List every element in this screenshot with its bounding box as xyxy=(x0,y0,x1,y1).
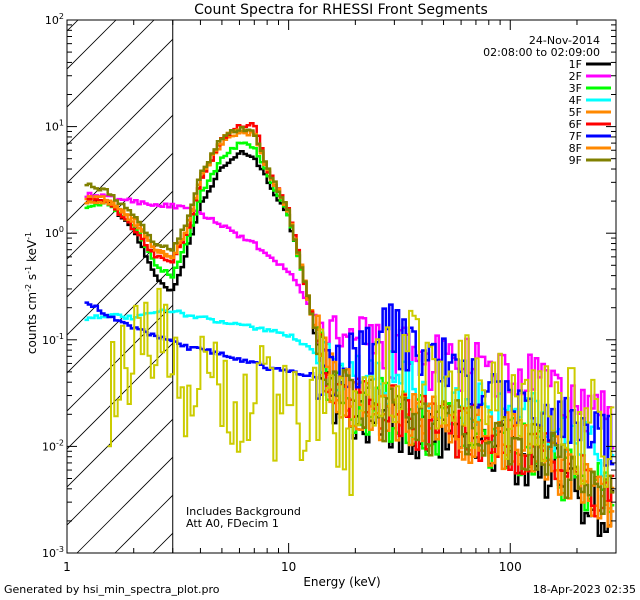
y-tick-label-base: 10 xyxy=(45,227,59,240)
y-tick-label-base: 10 xyxy=(42,547,56,560)
y-tick-label-exp: -3 xyxy=(56,545,64,554)
legend-label-9f: 9F xyxy=(569,154,582,167)
chart-title: Count Spectra for RHESSI Front Segments xyxy=(194,2,488,18)
y-axis-label-exp3: -1 xyxy=(24,232,33,240)
y-tick-label-exp: 2 xyxy=(59,12,64,21)
y-tick-label: 10-3 xyxy=(42,545,64,560)
y-tick-label-exp: 0 xyxy=(59,225,64,234)
hatch-line xyxy=(67,20,155,108)
series-lines xyxy=(84,122,615,537)
y-tick-label: 102 xyxy=(45,12,64,27)
y-axis-label-exp2: -1 xyxy=(24,266,33,274)
y-axis-label: counts cm-2 s-1 keV-1 xyxy=(24,232,39,354)
date-label: 24-Nov-2014 xyxy=(529,34,600,47)
y-tick-label-base: 10 xyxy=(42,334,56,347)
legend-label-2f: 2F xyxy=(569,70,582,83)
x-tick-label-1: 1 xyxy=(63,560,71,574)
x-axis-label: Energy (keV) xyxy=(303,575,380,589)
generated-by-label: Generated by hsi_min_spectra_plot.pro xyxy=(4,583,220,596)
y-tick-label-base: 10 xyxy=(45,121,59,134)
timestamp-label: 18-Apr-2023 02:35 xyxy=(532,583,636,596)
legend-label-1f: 1F xyxy=(569,58,582,71)
hatch-line xyxy=(67,380,173,488)
y-tick-label-exp: 1 xyxy=(59,119,64,128)
annotation-background: Includes Background xyxy=(186,505,301,518)
y-axis-label-end: keV xyxy=(25,239,39,266)
legend-label-5f: 5F xyxy=(569,106,582,119)
legend-label-8f: 8F xyxy=(569,142,582,155)
time-range-label: 02:08:00 to 02:09:00 xyxy=(483,46,600,59)
y-tick-label: 10-2 xyxy=(42,438,64,453)
series-line-9f xyxy=(84,126,615,516)
hatch-line xyxy=(67,418,173,526)
legend-label-6f: 6F xyxy=(569,118,582,131)
legend-label-7f: 7F xyxy=(569,130,582,143)
y-axis-label-mid: s xyxy=(25,274,39,284)
y-axis-label-base: counts cm xyxy=(25,292,39,354)
y-tick-label-base: 10 xyxy=(45,14,59,27)
x-tick-label: 10 xyxy=(281,560,296,574)
hatch-line xyxy=(67,152,173,260)
y-tick-label: 10-1 xyxy=(42,332,64,347)
x-tick-labels: 10 100 xyxy=(281,560,522,574)
annotation-attenuator: Att A0, FDecim 1 xyxy=(186,517,279,530)
y-tick-label: 100 xyxy=(45,225,64,240)
plot-frame xyxy=(66,19,617,554)
series-line-2f xyxy=(84,191,615,450)
hatch-line xyxy=(67,20,117,70)
hatch-line xyxy=(67,266,173,374)
hatch-line xyxy=(67,38,173,146)
series-line-background xyxy=(107,287,615,496)
hatch-line xyxy=(67,190,173,298)
hatch-line xyxy=(67,20,79,32)
hatch-line xyxy=(67,304,173,412)
y-axis-label-exp1: -2 xyxy=(24,284,33,292)
axis-ticks xyxy=(66,19,617,554)
background-hatched-region xyxy=(67,20,173,553)
hatch-line xyxy=(67,228,173,336)
legend-label-4f: 4F xyxy=(569,94,582,107)
y-tick-label: 101 xyxy=(45,119,64,134)
x-tick-label: 100 xyxy=(499,560,522,574)
series-line-8f xyxy=(84,128,615,520)
legend-label-3f: 3F xyxy=(569,82,582,95)
y-tick-label-base: 10 xyxy=(42,440,56,453)
y-tick-label-exp: -1 xyxy=(56,332,64,341)
hatch-line xyxy=(67,76,173,184)
y-tick-label-exp: -2 xyxy=(56,438,64,447)
